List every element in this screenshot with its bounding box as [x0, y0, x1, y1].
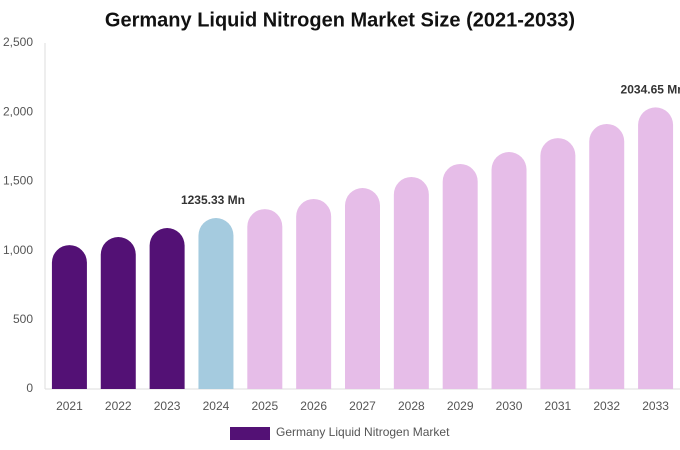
- x-tick-label: 2031: [545, 399, 572, 413]
- bar: [540, 138, 576, 389]
- x-tick-label: 2033: [642, 399, 669, 413]
- x-tick-label: 2025: [251, 399, 278, 413]
- bar: [149, 228, 185, 389]
- y-tick-label: 2,500: [3, 35, 33, 49]
- x-tick-label: 2023: [154, 399, 181, 413]
- x-tick-label: 2024: [203, 399, 230, 413]
- y-tick-label: 1,000: [3, 243, 33, 257]
- bar: [393, 176, 429, 389]
- x-tick-label: 2021: [56, 399, 83, 413]
- x-tick-label: 2029: [447, 399, 474, 413]
- bar: [442, 163, 478, 389]
- bar: [296, 198, 332, 389]
- chart-title: Germany Liquid Nitrogen Market Size (202…: [105, 9, 575, 31]
- y-tick-label: 2,000: [3, 104, 33, 118]
- y-tick-label: 1,500: [3, 174, 33, 188]
- bar: [345, 188, 380, 389]
- bar: [589, 123, 625, 390]
- data-label: 2034.65 Mn: [621, 83, 680, 97]
- legend-swatch: [230, 427, 270, 440]
- data-label: 1235.33 Mn: [181, 193, 245, 207]
- x-tick-label: 2022: [105, 399, 132, 413]
- y-tick-label: 500: [13, 312, 33, 326]
- x-tick-label: 2030: [496, 399, 523, 413]
- bar: [247, 209, 283, 389]
- bar: [198, 218, 234, 389]
- bar: [638, 107, 674, 389]
- x-tick-label: 2028: [398, 399, 425, 413]
- bar: [100, 237, 136, 389]
- legend-label: Germany Liquid Nitrogen Market: [276, 425, 450, 439]
- x-tick-label: 2026: [300, 399, 327, 413]
- y-tick-label: 0: [26, 381, 33, 395]
- bar: [491, 152, 527, 389]
- x-tick-label: 2032: [593, 399, 620, 413]
- bar: [51, 245, 87, 389]
- x-tick-label: 2027: [349, 399, 376, 413]
